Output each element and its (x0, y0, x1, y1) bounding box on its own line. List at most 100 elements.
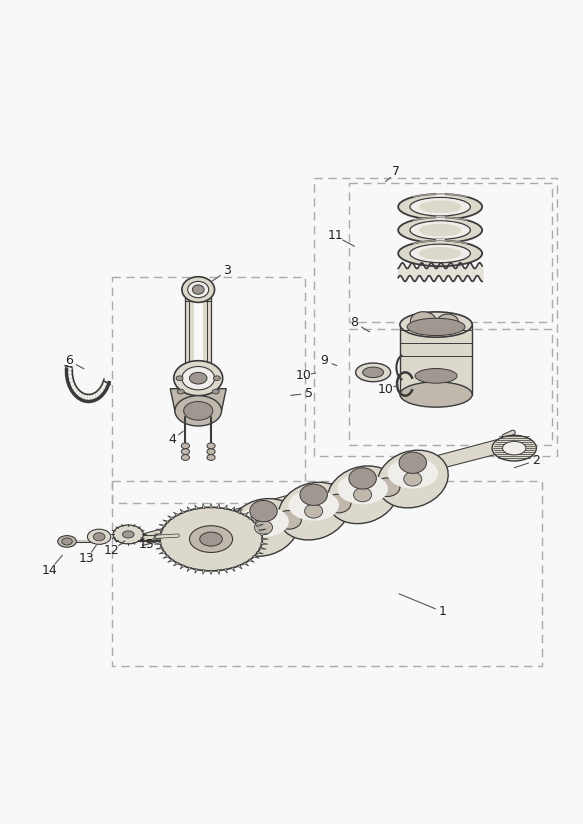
Polygon shape (143, 438, 504, 545)
Polygon shape (153, 538, 161, 540)
Polygon shape (187, 567, 191, 572)
Ellipse shape (327, 466, 398, 523)
Polygon shape (163, 520, 170, 523)
Polygon shape (248, 516, 254, 519)
Polygon shape (252, 520, 259, 523)
Ellipse shape (300, 485, 328, 505)
Ellipse shape (398, 218, 482, 243)
Polygon shape (400, 325, 472, 395)
Polygon shape (185, 297, 194, 372)
Polygon shape (237, 509, 242, 513)
Ellipse shape (278, 482, 349, 540)
Bar (349, 330, 552, 445)
Text: 1: 1 (439, 606, 447, 619)
Ellipse shape (415, 368, 457, 383)
Polygon shape (187, 507, 191, 511)
Ellipse shape (403, 472, 422, 486)
Ellipse shape (388, 458, 438, 489)
Polygon shape (168, 516, 174, 519)
Ellipse shape (276, 511, 301, 529)
Ellipse shape (398, 241, 482, 266)
Ellipse shape (492, 435, 536, 461)
Polygon shape (180, 564, 185, 569)
Ellipse shape (250, 500, 278, 522)
Polygon shape (195, 505, 198, 509)
Polygon shape (202, 503, 205, 508)
Bar (314, 178, 557, 456)
Ellipse shape (87, 529, 111, 545)
Text: 15: 15 (139, 538, 155, 551)
Bar (112, 277, 305, 503)
Polygon shape (180, 509, 185, 513)
Ellipse shape (160, 508, 262, 571)
Ellipse shape (212, 389, 219, 394)
Text: 7: 7 (392, 166, 401, 178)
Ellipse shape (58, 536, 76, 547)
Ellipse shape (419, 223, 461, 236)
Ellipse shape (192, 285, 204, 294)
Ellipse shape (213, 376, 220, 381)
Ellipse shape (304, 504, 323, 518)
Bar (349, 184, 552, 322)
Ellipse shape (189, 526, 233, 552)
Ellipse shape (407, 318, 465, 335)
Polygon shape (217, 503, 220, 508)
Ellipse shape (353, 488, 372, 502)
Ellipse shape (356, 363, 391, 382)
Ellipse shape (255, 521, 273, 535)
Polygon shape (259, 529, 266, 531)
Polygon shape (243, 562, 249, 566)
Polygon shape (210, 503, 212, 508)
Text: 6: 6 (65, 354, 73, 368)
Ellipse shape (338, 474, 388, 504)
Polygon shape (203, 297, 211, 372)
Ellipse shape (122, 531, 134, 538)
Ellipse shape (400, 382, 472, 407)
Polygon shape (231, 507, 235, 511)
Ellipse shape (207, 449, 215, 455)
Ellipse shape (181, 449, 189, 455)
Polygon shape (159, 524, 166, 527)
Ellipse shape (419, 200, 461, 213)
Polygon shape (256, 551, 264, 554)
Text: 2: 2 (532, 454, 540, 467)
Ellipse shape (503, 442, 526, 455)
Polygon shape (185, 297, 211, 302)
Text: 11: 11 (327, 229, 343, 242)
Text: 9: 9 (320, 354, 328, 368)
Ellipse shape (419, 247, 461, 260)
Ellipse shape (377, 450, 448, 508)
Ellipse shape (399, 452, 427, 473)
Polygon shape (248, 559, 254, 563)
Ellipse shape (188, 282, 209, 297)
Polygon shape (237, 564, 242, 569)
Polygon shape (103, 381, 111, 385)
Ellipse shape (410, 244, 470, 263)
Polygon shape (163, 555, 170, 559)
Ellipse shape (181, 455, 189, 461)
Polygon shape (259, 547, 266, 549)
Polygon shape (224, 505, 227, 509)
Ellipse shape (410, 221, 470, 239)
Polygon shape (224, 569, 227, 574)
Polygon shape (231, 567, 235, 572)
Ellipse shape (400, 312, 472, 337)
Polygon shape (65, 366, 72, 368)
Ellipse shape (289, 490, 339, 521)
Text: 4: 4 (168, 433, 176, 447)
Polygon shape (156, 547, 163, 549)
Text: 8: 8 (350, 316, 359, 330)
Ellipse shape (437, 314, 458, 330)
Polygon shape (256, 524, 264, 527)
Polygon shape (156, 529, 163, 531)
Ellipse shape (177, 389, 184, 394)
Ellipse shape (62, 538, 72, 545)
Ellipse shape (174, 361, 223, 396)
Polygon shape (185, 368, 211, 372)
Polygon shape (261, 543, 268, 545)
Polygon shape (252, 555, 259, 559)
Ellipse shape (325, 494, 351, 513)
Ellipse shape (182, 367, 215, 390)
Ellipse shape (189, 372, 207, 384)
Polygon shape (217, 570, 220, 574)
